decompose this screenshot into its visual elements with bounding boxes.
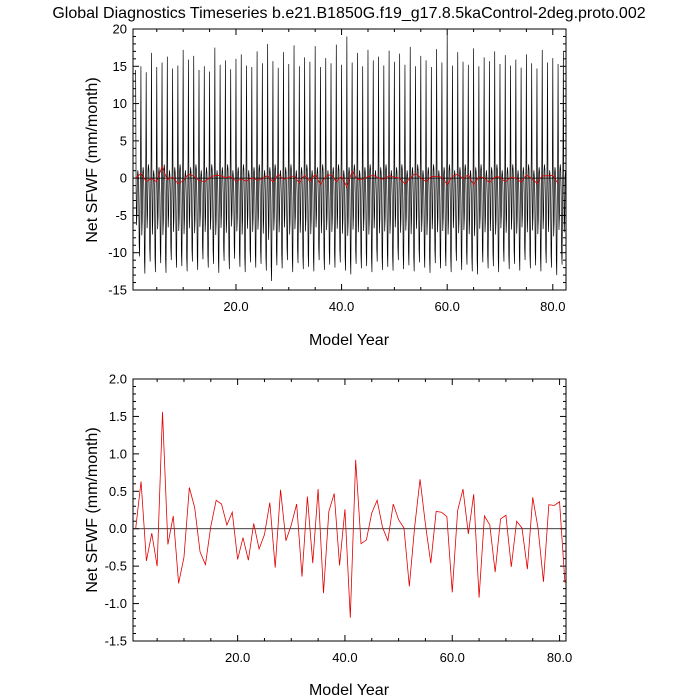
y-tick-label: 1.5 [109, 409, 127, 424]
x-tick-label: 40.0 [329, 299, 354, 314]
y-tick-label: -0.5 [105, 559, 127, 574]
x-tick-label: 80.0 [540, 299, 565, 314]
top-y-ticks: -15 -10 -5 0 5 10 15 20 [108, 22, 566, 298]
x-tick-label: 60.0 [435, 299, 460, 314]
y-tick-label: 20 [113, 22, 127, 37]
chart-title: Global Diagnostics Timeseries b.e21.B185… [52, 5, 645, 22]
y-tick-label: -10 [108, 245, 127, 260]
top-plot-frame [132, 28, 567, 291]
bottom-y-axis-label: Net SFWF (mm/month) [84, 427, 101, 592]
y-tick-label: -1.5 [105, 634, 127, 649]
x-tick-label: 60.0 [440, 650, 465, 665]
bottom-series-annual-line [135, 411, 566, 618]
top-x-axis-label: Model Year [309, 332, 390, 349]
top-panel: -15 -10 -5 0 5 10 15 20 20.0 40.0 60.0 80.0 Model … [84, 22, 567, 349]
y-tick-label: 1.0 [109, 446, 127, 461]
top-x-ticks: 20.0 40.0 60.0 80.0 [156, 29, 565, 314]
y-tick-label: 0.0 [109, 521, 127, 536]
y-tick-label: 0 [120, 171, 127, 186]
x-tick-label: 20.0 [223, 299, 248, 314]
x-tick-label: 20.0 [225, 650, 250, 665]
x-tick-label: 40.0 [332, 650, 357, 665]
bottom-panel: -1.5 -1.0 -0.5 0.0 0.5 1.0 1.5 2.0 20.0 40.0 60.0… [84, 372, 572, 700]
top-series-annual-line [135, 165, 559, 189]
bottom-x-ticks: 20.0 40.0 60.0 80.0 [156, 379, 572, 665]
y-tick-label: 5 [120, 133, 127, 148]
y-tick-label: -15 [108, 283, 127, 298]
top-series-monthly-line [135, 34, 567, 282]
y-tick-label: -5 [115, 208, 127, 223]
x-tick-label: 80.0 [547, 650, 572, 665]
top-y-axis-label: Net SFWF (mm/month) [84, 77, 101, 242]
bottom-plot-frame [132, 378, 567, 642]
y-tick-label: 15 [113, 59, 127, 74]
y-tick-label: 10 [113, 96, 127, 111]
y-tick-label: -1.0 [105, 596, 127, 611]
bottom-x-axis-label: Model Year [309, 682, 390, 699]
y-tick-label: 2.0 [109, 372, 127, 387]
y-tick-label: 0.5 [109, 484, 127, 499]
